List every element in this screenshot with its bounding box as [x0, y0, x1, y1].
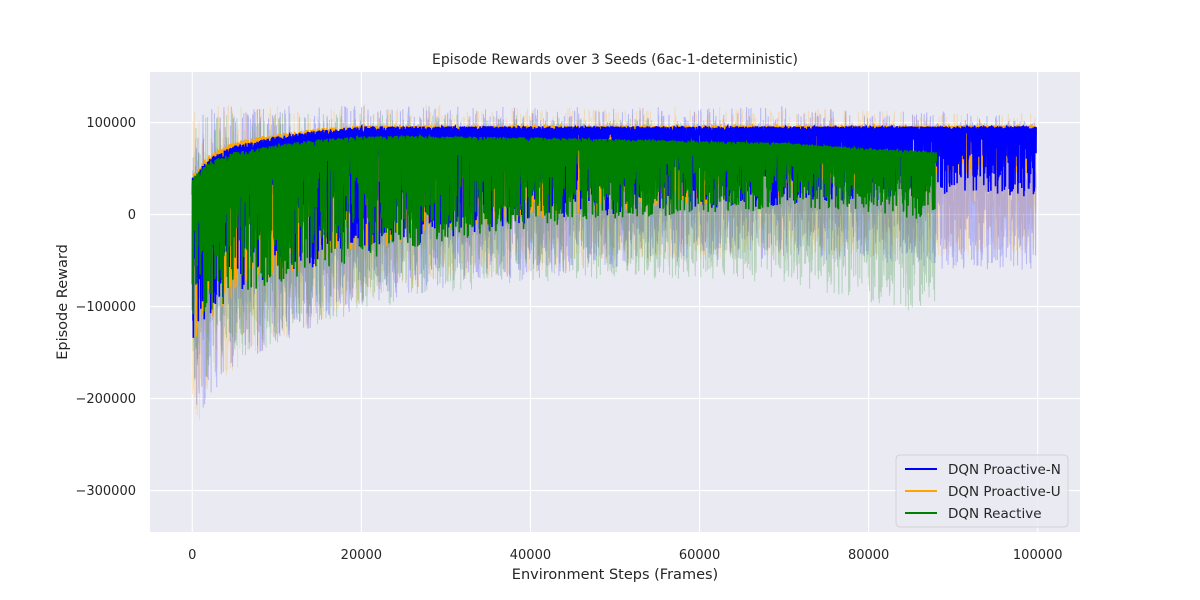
- x-axis-label: Environment Steps (Frames): [512, 567, 718, 583]
- legend: DQN Proactive-N DQN Proactive-U DQN Reac…: [895, 454, 1069, 528]
- x-tick-label: 80000: [848, 548, 889, 563]
- y-tick-label: 100000: [86, 116, 136, 131]
- chart-title: Episode Rewards over 3 Seeds (6ac-1-dete…: [432, 52, 798, 68]
- series-lines: [191, 122, 1037, 338]
- x-tick-label: 40000: [510, 548, 551, 563]
- y-tick-label: −100000: [75, 300, 136, 315]
- x-tick-label: 20000: [341, 548, 382, 563]
- y-tick-labels: −300000 −200000 −100000 0 100000: [75, 116, 136, 499]
- legend-box: [895, 454, 1069, 528]
- x-tick-label: 60000: [679, 548, 720, 563]
- legend-label-proactive-n: DQN Proactive-N: [948, 462, 1061, 478]
- y-tick-label: 0: [128, 208, 136, 223]
- line-dqn-reactive: [191, 133, 938, 315]
- y-tick-label: −300000: [75, 484, 136, 499]
- y-tick-label: −200000: [75, 392, 136, 407]
- x-tick-label: 0: [188, 548, 196, 563]
- legend-label-reactive: DQN Reactive: [948, 506, 1042, 522]
- legend-label-proactive-u: DQN Proactive-U: [948, 484, 1061, 500]
- y-axis-label: Episode Reward: [55, 244, 71, 360]
- x-tick-label: 100000: [1013, 548, 1063, 563]
- x-tick-labels: 0 20000 40000 60000 80000 100000: [188, 548, 1062, 563]
